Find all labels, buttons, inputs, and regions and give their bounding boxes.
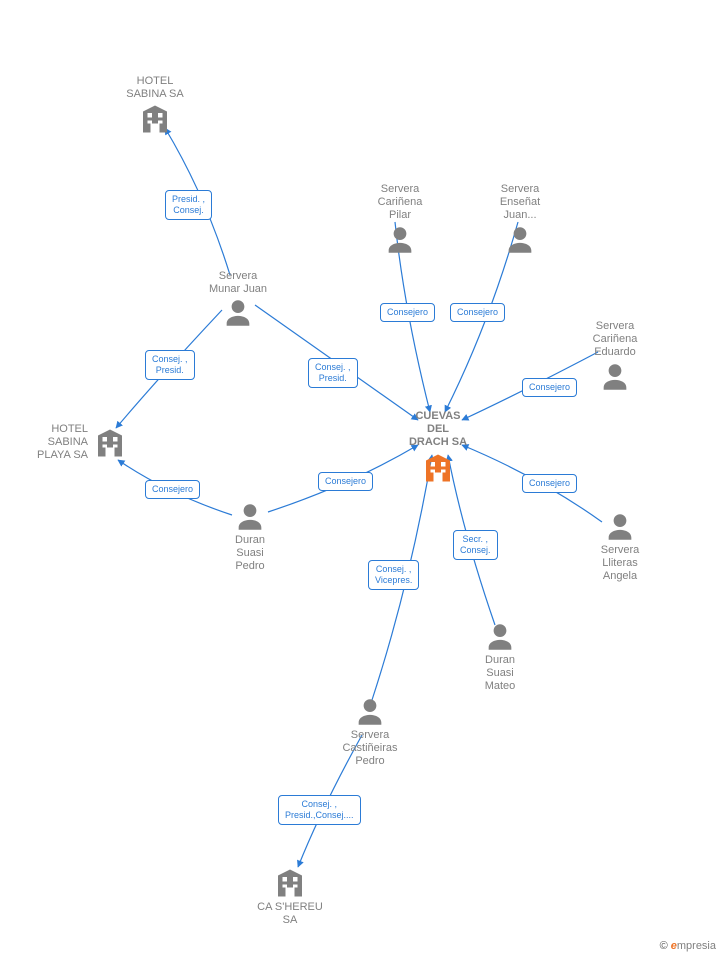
node-cuevas[interactable]: CUEVAS DEL DRACH SA xyxy=(398,410,478,486)
node-label: CA S'HEREU SA xyxy=(250,901,330,927)
building-icon xyxy=(398,450,478,486)
edge-label: Consejero xyxy=(145,480,200,499)
copyright-symbol: © xyxy=(660,940,668,952)
node-servera_carinena_p[interactable]: Servera Cariñena Pilar xyxy=(360,183,440,257)
person-icon xyxy=(330,695,410,729)
node-hotel_sabina[interactable]: HOTEL SABINA SA xyxy=(115,75,195,137)
person-icon xyxy=(210,500,290,534)
node-label: Servera Cariñena Pilar xyxy=(360,183,440,223)
node-ca_shereu[interactable]: CA S'HEREU SA xyxy=(250,865,330,927)
node-label: CUEVAS DEL DRACH SA xyxy=(398,410,478,450)
person-icon xyxy=(460,620,540,654)
node-label: HOTEL SABINA PLAYA SA xyxy=(37,423,88,463)
edge-label: Consej. , Vicepres. xyxy=(368,560,419,590)
edge-label: Consejero xyxy=(450,303,505,322)
edge-label: Consej. , Presid. xyxy=(308,358,358,388)
edge-label: Consejero xyxy=(522,474,577,493)
edge-label: Consejero xyxy=(380,303,435,322)
node-label: Servera Castiñeiras Pedro xyxy=(330,729,410,769)
node-servera_lliteras[interactable]: Servera Lliteras Angela xyxy=(580,510,660,584)
person-icon xyxy=(575,360,655,394)
node-duran_mateo[interactable]: Duran Suasi Mateo xyxy=(460,620,540,694)
node-label: Duran Suasi Mateo xyxy=(460,654,540,694)
building-icon xyxy=(250,865,330,901)
person-icon xyxy=(198,296,278,330)
person-icon xyxy=(360,223,440,257)
edge-label: Secr. , Consej. xyxy=(453,530,498,560)
node-label: Servera Lliteras Angela xyxy=(580,544,660,584)
node-servera_castineiras[interactable]: Servera Castiñeiras Pedro xyxy=(330,695,410,769)
edge-label: Consej. , Presid.,Consej.... xyxy=(278,795,361,825)
node-hotel_sabina_playa[interactable]: HOTEL SABINA PLAYA SA xyxy=(0,423,128,463)
node-label: Servera Enseñat Juan... xyxy=(480,183,560,223)
building-icon xyxy=(92,425,128,461)
node-servera_munar[interactable]: Servera Munar Juan xyxy=(198,270,278,330)
person-icon xyxy=(580,510,660,544)
person-icon xyxy=(480,223,560,257)
node-label: Servera Cariñena Eduardo xyxy=(575,320,655,360)
node-label: Servera Munar Juan xyxy=(198,270,278,296)
edge-label: Consej. , Presid. xyxy=(145,350,195,380)
edge-label: Consejero xyxy=(522,378,577,397)
copyright: © empresia xyxy=(660,940,716,952)
edge-label: Presid. , Consej. xyxy=(165,190,212,220)
building-icon xyxy=(115,101,195,137)
node-duran_pedro[interactable]: Duran Suasi Pedro xyxy=(210,500,290,574)
node-label: Duran Suasi Pedro xyxy=(210,534,290,574)
edge-label: Consejero xyxy=(318,472,373,491)
node-label: HOTEL SABINA SA xyxy=(115,75,195,101)
node-servera_ensenat[interactable]: Servera Enseñat Juan... xyxy=(480,183,560,257)
node-servera_carinena_e[interactable]: Servera Cariñena Eduardo xyxy=(575,320,655,394)
brand-rest: mpresia xyxy=(677,940,716,952)
